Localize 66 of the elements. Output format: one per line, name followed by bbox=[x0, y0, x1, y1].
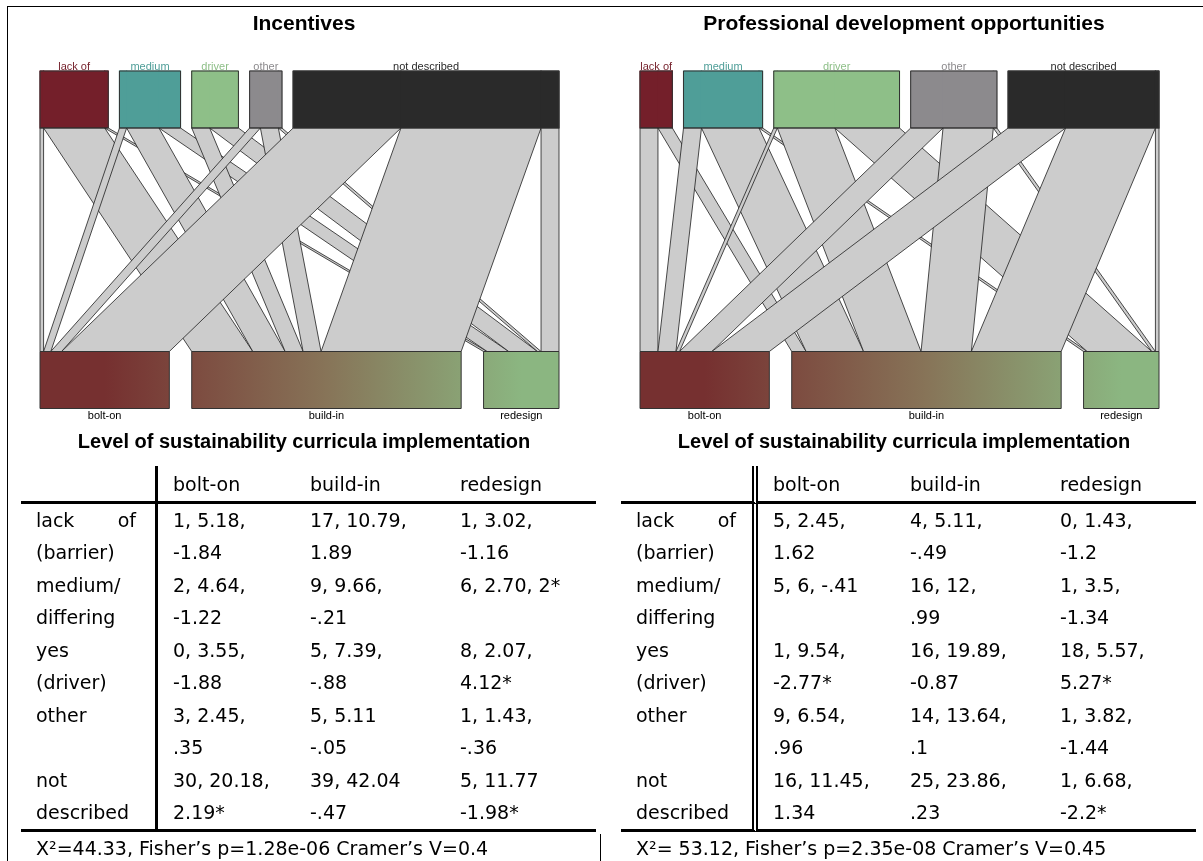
legend-label: not described bbox=[1050, 59, 1117, 72]
category-label: bolt-on bbox=[87, 409, 122, 422]
category-label: bolt-on bbox=[773, 473, 841, 495]
category-label: build-in bbox=[908, 409, 945, 422]
legend-label: lack of bbox=[58, 59, 91, 72]
legend-label: lack of bbox=[640, 59, 673, 72]
legend-label: not described bbox=[393, 59, 460, 72]
data-label: 17, 10.79, 1.89 bbox=[309, 507, 408, 565]
data-label: 9, 9.66, -.21 bbox=[309, 572, 384, 630]
category-label: build-in bbox=[910, 473, 981, 495]
data-label: 25, 23.86, .23 bbox=[898, 763, 1048, 832]
category-label: lack of (barrier) bbox=[36, 508, 136, 563]
data-label: 6, 2.70, 2* bbox=[459, 572, 562, 598]
category-label: other bbox=[636, 703, 687, 726]
data-label: 0, 1.43, -1.2 bbox=[1059, 507, 1134, 565]
category-label: redesign bbox=[1100, 409, 1143, 422]
legend-label: medium bbox=[130, 59, 170, 72]
data-label: 5, 2.45, 1.62 bbox=[772, 507, 847, 565]
category-label: redesign bbox=[1060, 473, 1143, 495]
data-label: 16, 11.45, 1.34 bbox=[758, 763, 898, 832]
data-label: 0, 3.55, -1.88 bbox=[172, 637, 247, 695]
data-label: 3, 2.45, .35 bbox=[172, 702, 247, 760]
data-label: 9, 6.54, .96 bbox=[772, 702, 847, 760]
data-label: 1, 3.82, -1.44 bbox=[1059, 702, 1134, 760]
category-label: build-in bbox=[308, 409, 345, 422]
data-label: 8, 2.07, 4.12* bbox=[459, 637, 534, 695]
data-label: 1, 3.02, -1.16 bbox=[459, 507, 534, 565]
data-label: 30, 20.18, 2.19* bbox=[158, 763, 298, 832]
text: X²= 53.12, Fisher’s p=2.35e-08 Cramer’s V=0.45 bbox=[636, 836, 1107, 861]
data-label: 16, 19.89, -0.87 bbox=[909, 637, 1008, 695]
data-label: 2, 4.64, -1.22 bbox=[172, 572, 247, 630]
data-label: 1, 5.18, -1.84 bbox=[172, 507, 247, 565]
text: Professional development opportunities bbox=[703, 10, 1105, 34]
data-label: 5, 5.11 -.05 bbox=[309, 702, 378, 760]
category-label: yes (driver) bbox=[36, 638, 107, 693]
data-label: 5, 6, -.41 bbox=[772, 572, 860, 598]
category-label: yes (driver) bbox=[636, 638, 707, 693]
data-label: 14, 13.64, .1 bbox=[909, 702, 1008, 760]
data-label: 4, 5.11, -.49 bbox=[909, 507, 984, 565]
category-label: redesign bbox=[500, 409, 543, 422]
data-label: 39, 42.04 -.47 bbox=[298, 763, 448, 832]
text: X²=44.33, Fisher’s p=1.28e-06 Cramer’s V=0.4 bbox=[36, 836, 489, 861]
category-label: bolt-on bbox=[687, 409, 722, 422]
legend-label: driver bbox=[822, 59, 851, 72]
category-label: bolt-on bbox=[173, 473, 241, 495]
text: Incentives bbox=[252, 10, 356, 34]
data-label: 16, 12, .99 bbox=[909, 572, 978, 630]
category-label: lack of (barrier) bbox=[636, 508, 736, 563]
data-label: 1, 9.54, -2.77* bbox=[772, 637, 847, 695]
category-label: other bbox=[36, 703, 87, 726]
legend-label: other bbox=[941, 59, 967, 72]
data-label: 1, 6.68, -2.2* bbox=[1048, 763, 1196, 832]
data-label: 1, 3.5, -1.34 bbox=[1059, 572, 1122, 630]
data-label: 18, 5.57, 5.27* bbox=[1059, 637, 1146, 695]
data-label: 1, 1.43, -.36 bbox=[459, 702, 534, 760]
text: Level of sustainability curricula implementation bbox=[677, 429, 1131, 452]
data-label: 5, 11.77 -1.98* bbox=[448, 763, 596, 832]
legend-label: driver bbox=[201, 59, 230, 72]
category-label: redesign bbox=[460, 473, 543, 495]
category-label: not described bbox=[36, 768, 129, 823]
data-label: 5, 7.39, -.88 bbox=[309, 637, 384, 695]
category-label: build-in bbox=[310, 473, 381, 495]
legend-label: medium bbox=[703, 59, 743, 72]
category-label: not described bbox=[636, 768, 729, 823]
text: Level of sustainability curricula implementation bbox=[77, 429, 531, 452]
legend-label: other bbox=[253, 59, 279, 72]
